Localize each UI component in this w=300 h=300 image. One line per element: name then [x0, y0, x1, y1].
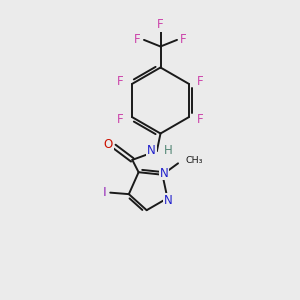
Text: N: N [160, 167, 168, 180]
Text: H: H [164, 144, 173, 157]
Text: F: F [180, 33, 187, 46]
Text: F: F [117, 75, 124, 88]
Text: F: F [134, 33, 141, 46]
Text: O: O [104, 138, 113, 151]
Text: F: F [197, 113, 204, 126]
Text: F: F [117, 113, 124, 126]
Text: N: N [164, 194, 172, 207]
Text: N: N [147, 144, 156, 158]
Text: CH₃: CH₃ [186, 156, 203, 165]
Text: F: F [197, 75, 204, 88]
Text: I: I [102, 186, 106, 199]
Text: F: F [157, 18, 164, 31]
